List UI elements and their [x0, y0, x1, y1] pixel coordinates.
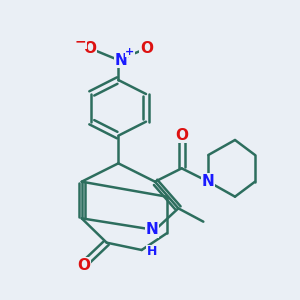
Text: O: O [77, 257, 90, 272]
Text: O: O [140, 41, 153, 56]
Text: −: − [75, 34, 86, 48]
Text: O: O [83, 41, 97, 56]
Text: N: N [115, 52, 128, 68]
Text: O: O [175, 128, 188, 142]
Text: H: H [146, 245, 157, 258]
Text: +: + [125, 47, 135, 57]
Text: N: N [145, 223, 158, 238]
Text: N: N [202, 174, 215, 189]
